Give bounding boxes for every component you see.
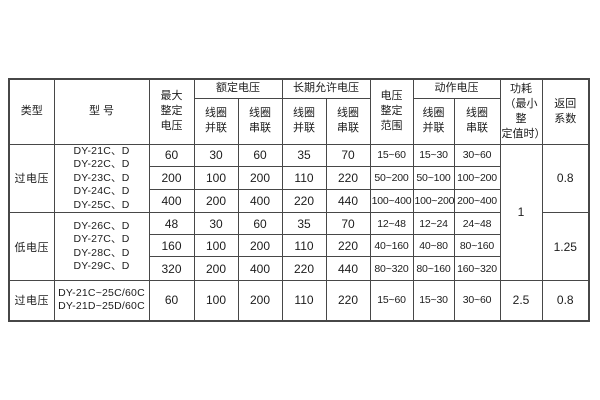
header-power: 功耗 （最小整 定值时）	[499, 78, 543, 145]
header-rated-coil-series: 线圈 串联	[237, 97, 283, 145]
spec-cell: 100	[193, 280, 239, 321]
header-return-coeff: 返回 系数	[541, 78, 590, 145]
spec-cell: 200	[237, 280, 283, 321]
power-value-main: 1	[499, 143, 543, 281]
table-row: 160 100 200 110 220 40~160 40~80 80~160	[9, 234, 589, 257]
header-rated-coil-parallel: 线圈 并联	[193, 97, 239, 145]
spec-cell: 50~100	[412, 166, 455, 191]
spec-cell: 24~48	[453, 212, 501, 235]
spec-cell: 60	[148, 280, 195, 321]
group1-return-coeff: 0.8	[541, 143, 590, 213]
spec-cell: 220	[325, 280, 371, 321]
table-row: 过电压 DY-21C~25C/60C DY-21D~25D/60C 60 100…	[8, 280, 590, 321]
group3-models: DY-21C~25C/60C DY-21D~25D/60C	[53, 280, 150, 321]
spec-cell: 100~400	[369, 189, 414, 213]
spec-cell: 440	[325, 256, 371, 281]
spec-cell: 200	[148, 166, 195, 191]
spec-cell: 160	[148, 234, 195, 257]
spec-cell: 12~48	[369, 212, 414, 235]
spec-cell: 200	[237, 234, 283, 257]
spec-cell: 160~320	[453, 256, 501, 281]
header-max-set-voltage: 最大 整定 电压	[148, 78, 195, 145]
spec-cell: 220	[281, 256, 327, 281]
spec-cell: 440	[325, 189, 371, 213]
spec-cell: 400	[148, 189, 195, 213]
spec-cell: 220	[325, 166, 371, 191]
group3-power: 2.5	[499, 280, 543, 321]
spec-cell: 80~320	[369, 256, 414, 281]
relay-spec-table: 类型 型 号 最大 整定 电压 额定电压 长期允许电压 电压 整定 范围 动作电…	[8, 78, 590, 322]
spec-cell: 400	[237, 256, 283, 281]
spec-cell: 200	[237, 166, 283, 191]
header-row-1: 类型 型 号 最大 整定 电压 额定电压 长期允许电压 电压 整定 范围 动作电…	[8, 78, 590, 145]
spec-cell: 15~60	[369, 143, 414, 168]
spec-cell: 30~60	[453, 143, 501, 168]
spec-cell: 100	[193, 234, 239, 257]
spec-cell: 30~60	[453, 280, 501, 321]
spec-cell: 100	[193, 166, 239, 191]
header-long-term-voltage: 长期允许电压	[281, 78, 371, 99]
spec-cell: 40~160	[369, 234, 414, 257]
spec-cell: 15~30	[412, 143, 455, 168]
header-model: 型 号	[53, 78, 150, 145]
header-longterm-coil-series: 线圈 串联	[325, 97, 371, 145]
table-row: 过电压 DY-21C、D DY-22C、D DY-23C、D DY-24C、D …	[8, 143, 590, 281]
spec-cell: 48	[148, 212, 195, 235]
header-type: 类型	[8, 78, 55, 145]
group1-type: 过电压	[8, 143, 55, 213]
group2-models: DY-26C、D DY-27C、D DY-28C、D DY-29C、D	[53, 212, 150, 281]
spec-cell: 40~80	[412, 234, 455, 257]
spec-cell: 100~200	[412, 189, 455, 213]
spec-cell: 15~30	[412, 280, 455, 321]
header-action-coil-parallel: 线圈 并联	[412, 97, 455, 145]
spec-cell: 110	[281, 234, 327, 257]
spec-cell: 220	[325, 234, 371, 257]
spec-cell: 400	[237, 189, 283, 213]
spec-cell: 35	[281, 212, 327, 235]
spec-cell: 200	[193, 189, 239, 213]
spec-cell: 220	[281, 189, 327, 213]
spec-cell: 70	[325, 212, 371, 235]
header-row-2: 线圈 并联 线圈 串联 线圈 并联 线圈 串联 线圈 并联 线圈 串联	[9, 97, 589, 145]
spec-cell: 110	[281, 166, 327, 191]
table-row: 320 200 400 220 440 80~320 80~160 160~32…	[9, 256, 589, 281]
spec-cell: 200	[193, 256, 239, 281]
spec-cell: 35	[281, 143, 327, 168]
group2-return-coeff: 1.25	[541, 212, 590, 281]
header-rated-voltage: 额定电压	[193, 78, 283, 99]
spec-cell: 50~200	[369, 166, 414, 191]
spec-cell: 60	[148, 143, 195, 168]
group2-type: 低电压	[8, 212, 55, 281]
header-longterm-coil-parallel: 线圈 并联	[281, 97, 327, 145]
header-action-voltage: 动作电压	[412, 78, 501, 99]
spec-cell: 100~200	[453, 166, 501, 191]
spec-cell: 70	[325, 143, 371, 168]
spec-cell: 15~60	[369, 280, 414, 321]
spec-cell: 12~24	[412, 212, 455, 235]
group3-return-coeff: 0.8	[541, 280, 590, 321]
header-action-coil-series: 线圈 串联	[453, 97, 501, 145]
spec-cell: 80~160	[453, 234, 501, 257]
spec-cell: 30	[193, 212, 239, 235]
header-voltage-range: 电压 整定 范围	[369, 78, 414, 145]
spec-cell: 200~400	[453, 189, 501, 213]
table-row: 400 200 400 220 440 100~400 100~200 200~…	[9, 189, 589, 213]
spec-cell: 60	[237, 143, 283, 168]
table-row: 低电压 DY-26C、D DY-27C、D DY-28C、D DY-29C、D …	[8, 212, 590, 281]
spec-cell: 60	[237, 212, 283, 235]
spec-cell: 30	[193, 143, 239, 168]
spec-cell: 80~160	[412, 256, 455, 281]
spec-cell: 320	[148, 256, 195, 281]
spec-cell: 110	[281, 280, 327, 321]
group3-type: 过电压	[8, 280, 55, 321]
group1-models: DY-21C、D DY-22C、D DY-23C、D DY-24C、D DY-2…	[53, 143, 150, 213]
